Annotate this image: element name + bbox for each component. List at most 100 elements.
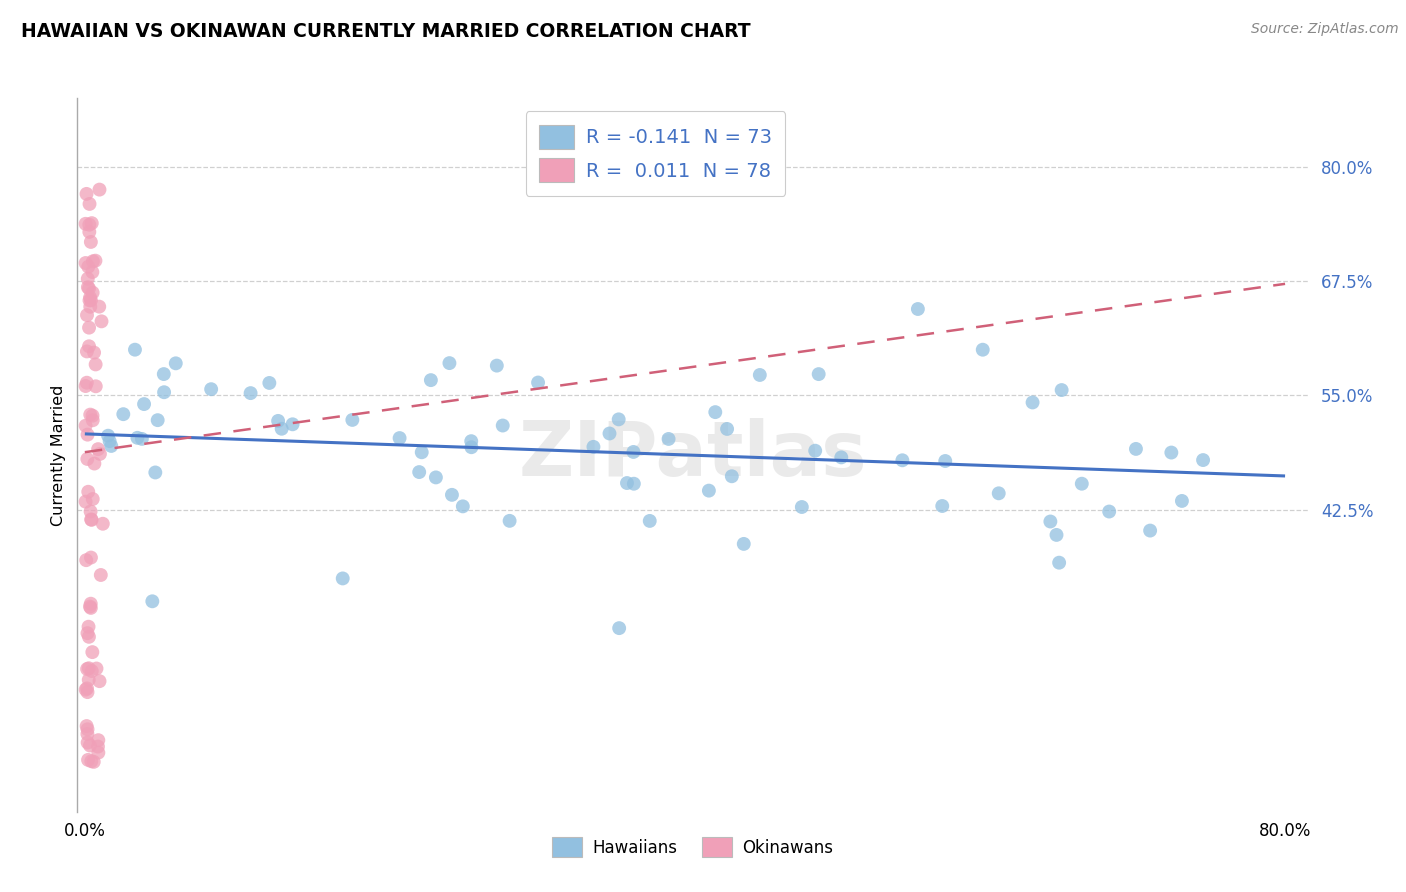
Point (143, 466, 166, 480)
Text: HAWAIIAN VS OKINAWAN CURRENTLY MARRIED CORRELATION CHART: HAWAIIAN VS OKINAWAN CURRENTLY MARRIED C… (21, 22, 751, 41)
Point (607, 412, 630, 426)
Point (716, 422, 738, 436)
Y-axis label: Currently Married: Currently Married (51, 384, 66, 525)
Point (89, 300, 111, 314)
Point (972, 343, 994, 357)
Point (1047, 556, 1070, 570)
Point (91, 516, 114, 531)
Point (934, 454, 956, 468)
Point (80, 513, 103, 527)
Point (84, 379, 107, 393)
Point (408, 465, 430, 479)
Point (1171, 494, 1194, 508)
Point (90, 314, 112, 328)
Point (83, 457, 105, 471)
Point (76, 186, 98, 201)
Point (658, 432, 681, 446)
Point (77, 280, 100, 294)
Point (485, 359, 508, 373)
Point (82, 413, 104, 427)
Text: Source: ZipAtlas.com: Source: ZipAtlas.com (1251, 22, 1399, 37)
Point (388, 431, 411, 445)
Point (1160, 445, 1182, 459)
Point (124, 343, 146, 357)
Point (1070, 476, 1092, 491)
Point (75, 494, 97, 508)
Point (76, 662, 98, 676)
Point (332, 571, 354, 585)
Point (259, 376, 281, 390)
Point (76, 376, 98, 390)
Point (460, 440, 482, 454)
Point (830, 450, 852, 465)
Point (97, 428, 120, 442)
Point (77, 260, 100, 274)
Point (79, 599, 101, 614)
Point (267, 414, 290, 428)
Point (82, 491, 104, 506)
Point (89, 447, 111, 461)
Point (76, 723, 98, 737)
Point (1021, 395, 1043, 409)
Point (75, 553, 97, 567)
Point (79, 300, 101, 314)
Text: ZIPatlas: ZIPatlas (519, 418, 866, 491)
Point (891, 453, 914, 467)
Point (127, 431, 149, 445)
Point (75, 256, 97, 270)
Point (239, 386, 262, 401)
Point (84, 358, 107, 372)
Point (1192, 453, 1215, 467)
Point (1045, 528, 1067, 542)
Point (87, 733, 110, 747)
Point (83, 345, 105, 359)
Point (498, 514, 520, 528)
Point (79, 218, 101, 232)
Point (616, 476, 638, 491)
Point (76, 626, 98, 640)
Point (87, 746, 110, 760)
Point (83, 755, 105, 769)
Point (77, 484, 100, 499)
Point (89, 674, 111, 689)
Point (77, 661, 100, 675)
Point (76, 685, 98, 699)
Point (82, 645, 104, 659)
Point (281, 417, 304, 432)
Point (82, 285, 104, 300)
Point (86, 661, 108, 675)
Point (76, 344, 98, 359)
Point (80, 235, 103, 249)
Point (790, 500, 813, 514)
Point (1139, 524, 1161, 538)
Point (1125, 442, 1147, 456)
Point (419, 373, 441, 387)
Point (82, 254, 104, 268)
Point (77, 320, 100, 334)
Point (80, 512, 103, 526)
Point (75, 379, 97, 393)
Point (153, 385, 176, 400)
Point (152, 367, 174, 381)
Point (146, 413, 169, 427)
Point (76, 681, 98, 696)
Point (1098, 504, 1121, 518)
Point (82, 409, 104, 423)
Point (804, 443, 827, 458)
Point (131, 432, 153, 446)
Point (77, 620, 100, 634)
Point (77, 281, 100, 295)
Point (165, 356, 187, 370)
Point (80, 601, 103, 615)
Point (720, 469, 742, 483)
Point (697, 483, 720, 498)
Point (425, 470, 447, 484)
Point (623, 445, 645, 459)
Point (79, 291, 101, 305)
Point (80, 664, 103, 678)
Point (270, 422, 292, 436)
Point (77, 753, 100, 767)
Point (1050, 383, 1073, 397)
Point (704, 405, 727, 419)
Point (98, 434, 121, 449)
